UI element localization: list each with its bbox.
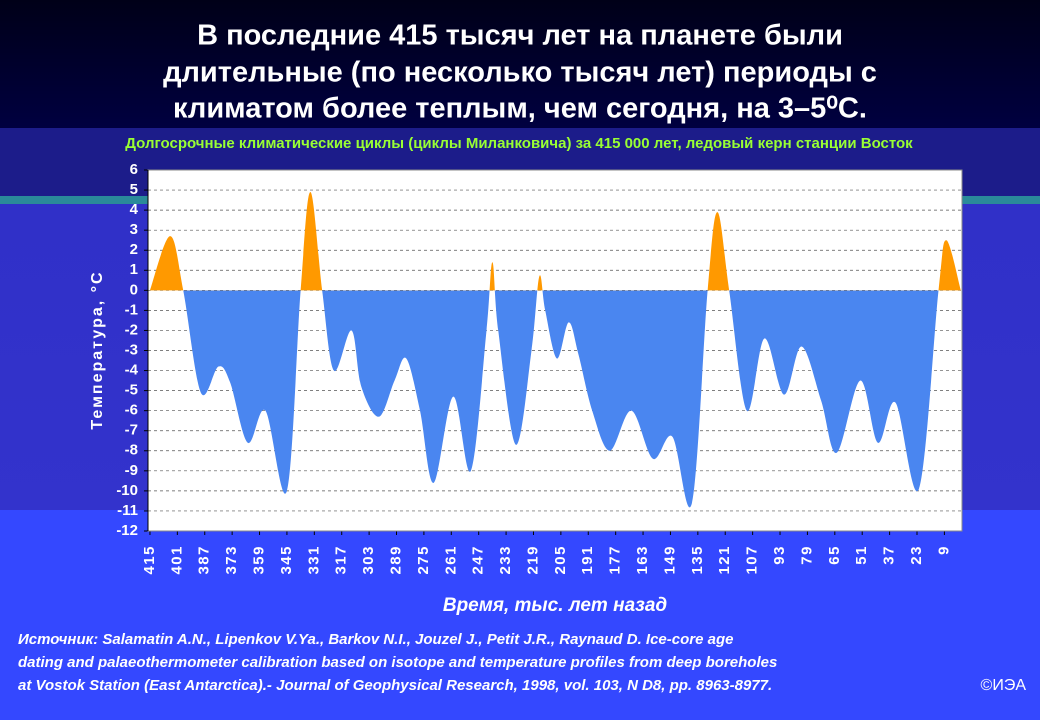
x-tick-label: 163 bbox=[634, 545, 651, 575]
title-line: В последние 415 тысяч лет на планете был… bbox=[197, 20, 843, 52]
x-tick-label: 247 bbox=[470, 545, 487, 575]
x-tick-label: 93 bbox=[771, 545, 788, 565]
y-tick-label: 3 bbox=[130, 221, 138, 238]
x-tick-label: 51 bbox=[853, 545, 870, 565]
x-tick-label: 373 bbox=[223, 545, 240, 575]
subtitle: Долгосрочные климатические циклы (циклы … bbox=[125, 135, 913, 152]
y-tick-label: -6 bbox=[125, 402, 138, 419]
y-tick-label: 2 bbox=[130, 241, 138, 258]
y-tick-label: -8 bbox=[125, 442, 138, 459]
y-tick-label: -3 bbox=[125, 341, 138, 358]
x-tick-label: 289 bbox=[387, 545, 404, 575]
y-tick-label: -2 bbox=[125, 321, 138, 338]
x-tick-label: 233 bbox=[497, 545, 514, 575]
x-tick-label: 387 bbox=[196, 545, 213, 575]
source-line: Источник: Salamatin A.N., Lipenkov V.Ya.… bbox=[18, 631, 733, 648]
x-tick-label: 177 bbox=[607, 545, 624, 575]
y-tick-label: 1 bbox=[130, 261, 138, 278]
x-tick-label: 345 bbox=[278, 545, 295, 575]
y-tick-label: -10 bbox=[116, 482, 138, 499]
x-tick-label: 9 bbox=[935, 545, 952, 555]
x-tick-label: 107 bbox=[744, 545, 761, 575]
x-axis-label: Время, тыс. лет назад bbox=[443, 595, 668, 616]
x-tick-label: 191 bbox=[579, 545, 596, 575]
x-tick-label: 79 bbox=[798, 545, 815, 565]
x-tick-label: 415 bbox=[141, 545, 158, 575]
x-tick-label: 135 bbox=[689, 545, 706, 575]
x-tick-label: 317 bbox=[333, 545, 350, 575]
y-tick-label: 6 bbox=[130, 161, 138, 178]
x-tick-label: 303 bbox=[360, 545, 377, 575]
x-tick-label: 121 bbox=[716, 545, 733, 575]
y-axis-label: Температура, °С bbox=[89, 270, 106, 429]
x-tick-label: 275 bbox=[415, 545, 432, 575]
copyright: ©ИЭА bbox=[981, 677, 1027, 694]
x-tick-label: 23 bbox=[908, 545, 925, 565]
x-tick-label: 205 bbox=[552, 545, 569, 575]
x-tick-label: 359 bbox=[251, 545, 268, 575]
y-tick-label: -9 bbox=[125, 462, 138, 479]
x-tick-label: 219 bbox=[524, 545, 541, 575]
y-tick-label: -1 bbox=[125, 301, 138, 318]
y-tick-label: -11 bbox=[117, 502, 138, 519]
temperature-area bbox=[149, 192, 961, 508]
y-tick-label: -5 bbox=[125, 382, 138, 399]
source-line: at Vostok Station (East Antarctica).- Jo… bbox=[18, 677, 772, 694]
y-tick-label: 0 bbox=[130, 281, 138, 298]
y-tick-label: -4 bbox=[125, 362, 139, 379]
y-tick-label: -7 bbox=[125, 422, 138, 439]
title-line: длительные (по несколько тысяч лет) пери… bbox=[163, 57, 877, 89]
x-tick-label: 401 bbox=[168, 545, 185, 575]
x-tick-label: 65 bbox=[826, 545, 843, 565]
title-line: климатом более теплым, чем сегодня, на 3… bbox=[173, 93, 867, 125]
x-tick-label: 149 bbox=[661, 545, 678, 575]
x-tick-label: 261 bbox=[442, 545, 459, 575]
x-tick-label: 331 bbox=[305, 545, 322, 575]
y-tick-label: -12 bbox=[116, 522, 138, 539]
y-tick-label: 4 bbox=[130, 201, 139, 218]
x-tick-label: 37 bbox=[881, 545, 898, 565]
y-tick-label: 5 bbox=[130, 181, 138, 198]
source-line: dating and palaeothermometer calibration… bbox=[18, 654, 777, 671]
